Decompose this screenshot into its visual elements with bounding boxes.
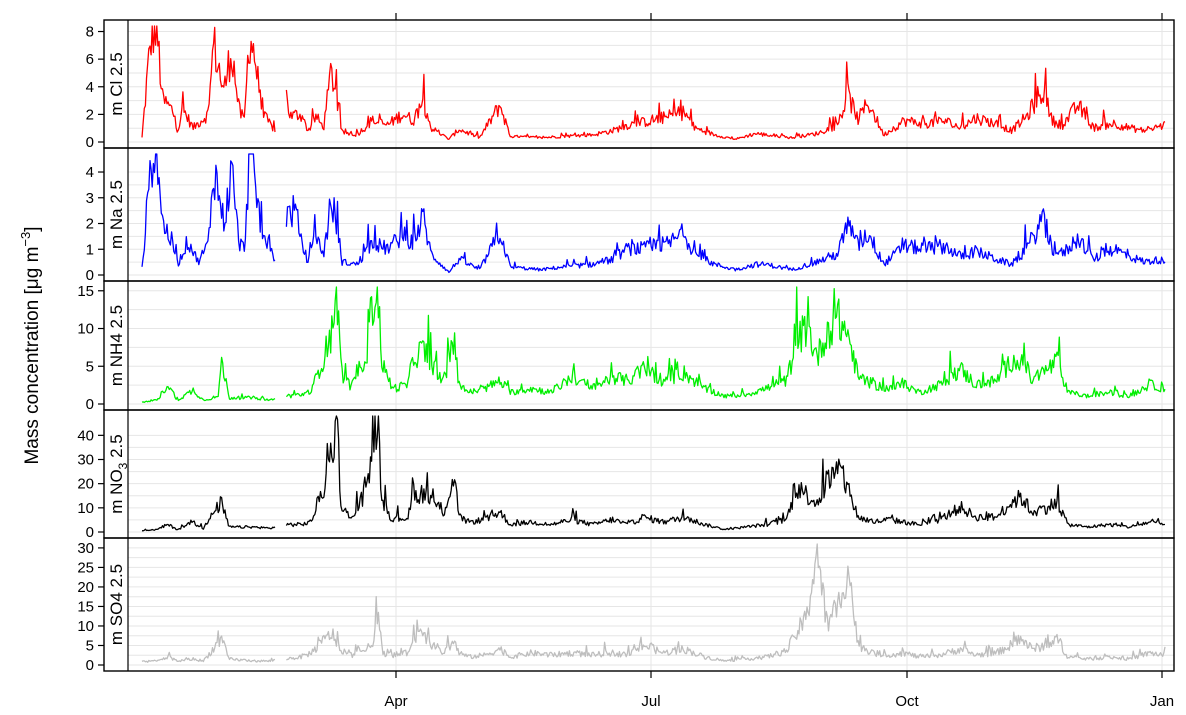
- y-tick-label: 10: [77, 500, 94, 517]
- panel-frame: [103, 280, 1175, 411]
- series-layer: [141, 25, 1166, 663]
- y-tick-label: 5: [86, 358, 94, 375]
- y-tick-label: 2: [86, 216, 94, 233]
- y-tick-label: 8: [86, 24, 94, 41]
- strip-label-nh4: m NH4 2.5: [107, 305, 126, 386]
- grid-layer: [128, 20, 1174, 671]
- y-tick-label: 15: [77, 598, 94, 615]
- x-tick-label-apr: Apr: [384, 693, 407, 710]
- y-tick-label: 0: [86, 267, 94, 284]
- axis-layer: 0 2 4 6 8 m Cl 2.5 0 1 2 3 4 m Na 2.5 0 5 10 15 m NH4 2.…: [77, 13, 1174, 710]
- panel-frame: [103, 409, 1175, 539]
- y-tick-label: 20: [77, 579, 94, 596]
- strip-label-na: m Na 2.5: [107, 180, 126, 249]
- series-line-so4: [141, 543, 1166, 663]
- y-tick-label: 6: [86, 51, 94, 68]
- strip-label-so4: m SO4 2.5: [107, 564, 126, 645]
- panel-frame: [103, 537, 1175, 672]
- y-tick-label: 0: [86, 396, 94, 413]
- x-tick-label-jul: Jul: [641, 693, 660, 710]
- strip-label-cl: m Cl 2.5: [107, 52, 126, 115]
- y-tick-label: 40: [77, 427, 94, 444]
- y-tick-label: 10: [77, 321, 94, 338]
- series-line-nh4: [141, 286, 1166, 404]
- y-tick-label: 0: [86, 524, 94, 541]
- y-tick-label: 4: [86, 164, 94, 181]
- y-tick-label: 20: [77, 476, 94, 493]
- y-tick-label: 10: [77, 618, 94, 635]
- series-line-na: [141, 153, 1166, 274]
- y-tick-label: 1: [86, 241, 94, 258]
- y-tick-label: 3: [86, 190, 94, 207]
- x-tick-label-jan: Jan: [1150, 693, 1174, 710]
- series-line-cl: [141, 25, 1166, 141]
- y-axis-label: Mass concentration [μg m−3]: [18, 226, 43, 464]
- y-tick-label: 15: [77, 283, 94, 300]
- y-tick-label: 5: [86, 637, 94, 654]
- y-tick-label: 30: [77, 540, 94, 557]
- panel-frame: [103, 19, 1175, 149]
- y-tick-label: 0: [86, 657, 94, 674]
- y-tick-label: 4: [86, 79, 94, 96]
- y-tick-label: 0: [86, 134, 94, 151]
- y-tick-label: 25: [77, 559, 94, 576]
- strip-label-no: m NO3 2.5: [107, 434, 130, 513]
- y-tick-label: 2: [86, 106, 94, 123]
- frame-layer: [103, 19, 1175, 672]
- series-line-no: [141, 415, 1165, 532]
- y-tick-label: 30: [77, 452, 94, 469]
- x-tick-label-oct: Oct: [895, 693, 919, 710]
